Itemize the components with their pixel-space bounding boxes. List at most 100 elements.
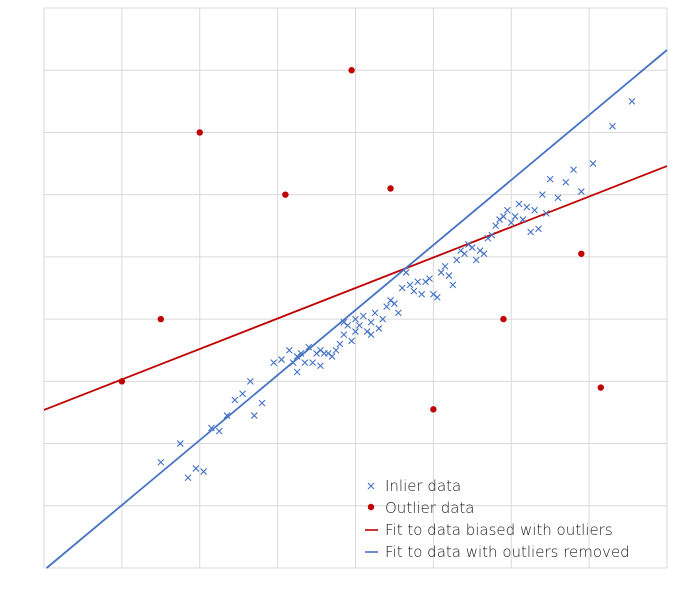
inlier-point	[570, 166, 577, 174]
outlier-point	[118, 378, 126, 385]
inlier-point	[348, 337, 355, 345]
inlier-point	[313, 349, 320, 357]
inlier-point	[422, 278, 429, 286]
inlier-point	[293, 353, 301, 360]
inlier-point	[488, 231, 496, 239]
inlier-point	[367, 318, 375, 326]
inlier-point	[317, 362, 324, 370]
inlier-point	[356, 321, 363, 329]
inlier-points	[157, 97, 636, 482]
outlier-point	[348, 67, 355, 74]
inlier-point	[305, 343, 313, 351]
legend-label-clean-fit: Fit to data with outliers removed	[385, 543, 630, 561]
inlier-point	[429, 290, 437, 298]
inlier-point	[507, 219, 515, 227]
inlier-point	[457, 247, 465, 255]
inlier-point	[157, 458, 165, 466]
inlier-point	[449, 281, 457, 289]
inlier-point	[352, 328, 359, 335]
inlier-point	[484, 234, 492, 242]
inlier-point	[340, 331, 348, 339]
inlier-point	[285, 346, 293, 354]
inlier-point	[577, 188, 585, 195]
inlier-point	[328, 353, 336, 360]
inlier-point	[418, 290, 426, 298]
inlier-point	[208, 424, 215, 432]
inlier-point	[554, 194, 562, 202]
inlier-point	[215, 427, 223, 435]
inlier-point	[492, 222, 500, 230]
inlier-point	[200, 468, 208, 475]
inlier-point	[472, 256, 480, 264]
fit-line-clean	[46, 49, 668, 569]
inlier-point	[500, 213, 507, 220]
inlier-point	[293, 368, 301, 376]
inlier-point	[437, 269, 445, 276]
inlier-point	[527, 228, 535, 236]
inlier-point	[480, 250, 488, 258]
legend-marker-dot	[367, 503, 375, 511]
inlier-point	[402, 269, 410, 276]
inlier-point	[511, 213, 519, 220]
inlier-point	[332, 346, 340, 354]
outlier-points	[118, 67, 605, 413]
inlier-point	[468, 244, 476, 251]
legend-item-biased-fit: Fit to data biased with outliers	[365, 521, 613, 539]
inlier-point	[352, 315, 359, 323]
legend-dot-glyph	[367, 503, 375, 511]
legend-item-clean-fit: Fit to data with outliers removed	[365, 543, 630, 561]
inlier-point	[336, 340, 344, 348]
inlier-point	[519, 216, 527, 223]
inlier-point	[628, 97, 636, 105]
inlier-point	[250, 412, 258, 419]
legend-marker-x	[367, 482, 375, 490]
inlier-point	[391, 300, 398, 307]
inlier-point	[379, 315, 387, 323]
inlier-point	[367, 331, 375, 339]
legend-label-biased-fit: Fit to data biased with outliers	[385, 521, 613, 539]
inlier-point	[465, 241, 472, 248]
outlier-point	[597, 384, 605, 391]
outlier-point	[500, 315, 507, 323]
inlier-point	[609, 122, 616, 130]
inlier-point	[289, 359, 297, 367]
fit-line-biased	[43, 165, 668, 411]
inlier-point	[176, 440, 184, 447]
inlier-point	[589, 160, 597, 167]
inlier-point	[344, 321, 352, 329]
legend-x-glyph	[367, 482, 375, 490]
outlier-point	[387, 185, 394, 192]
inlier-point	[258, 399, 266, 407]
inlier-point	[387, 297, 394, 304]
inlier-point	[340, 318, 348, 326]
inlier-point	[410, 287, 418, 295]
inlier-point	[523, 203, 531, 211]
inlier-point	[383, 303, 391, 311]
inlier-point	[476, 247, 484, 255]
inlier-point	[394, 309, 402, 317]
inlier-point	[398, 284, 406, 292]
inlier-point	[453, 256, 461, 264]
legend: Inlier data Outlier data Fit to data bia…	[365, 477, 630, 561]
fit-lines	[43, 49, 668, 569]
inlier-point	[406, 281, 414, 289]
legend-item-outlier: Outlier data	[367, 499, 474, 517]
outlier-point	[282, 191, 289, 198]
inlier-point	[317, 346, 324, 354]
inlier-point	[531, 206, 539, 214]
inlier-point	[359, 312, 367, 320]
inlier-point	[297, 349, 305, 357]
inlier-point	[515, 200, 523, 208]
inlier-point	[441, 262, 449, 270]
outlier-point	[196, 129, 203, 136]
legend-label-outlier: Outlier data	[385, 499, 474, 517]
inlier-point	[539, 191, 546, 199]
inlier-point	[414, 278, 422, 286]
legend-item-inlier: Inlier data	[367, 477, 461, 495]
inlier-point	[363, 328, 371, 335]
inlier-point	[184, 474, 192, 482]
inlier-point	[231, 396, 239, 404]
outlier-point	[157, 315, 165, 323]
